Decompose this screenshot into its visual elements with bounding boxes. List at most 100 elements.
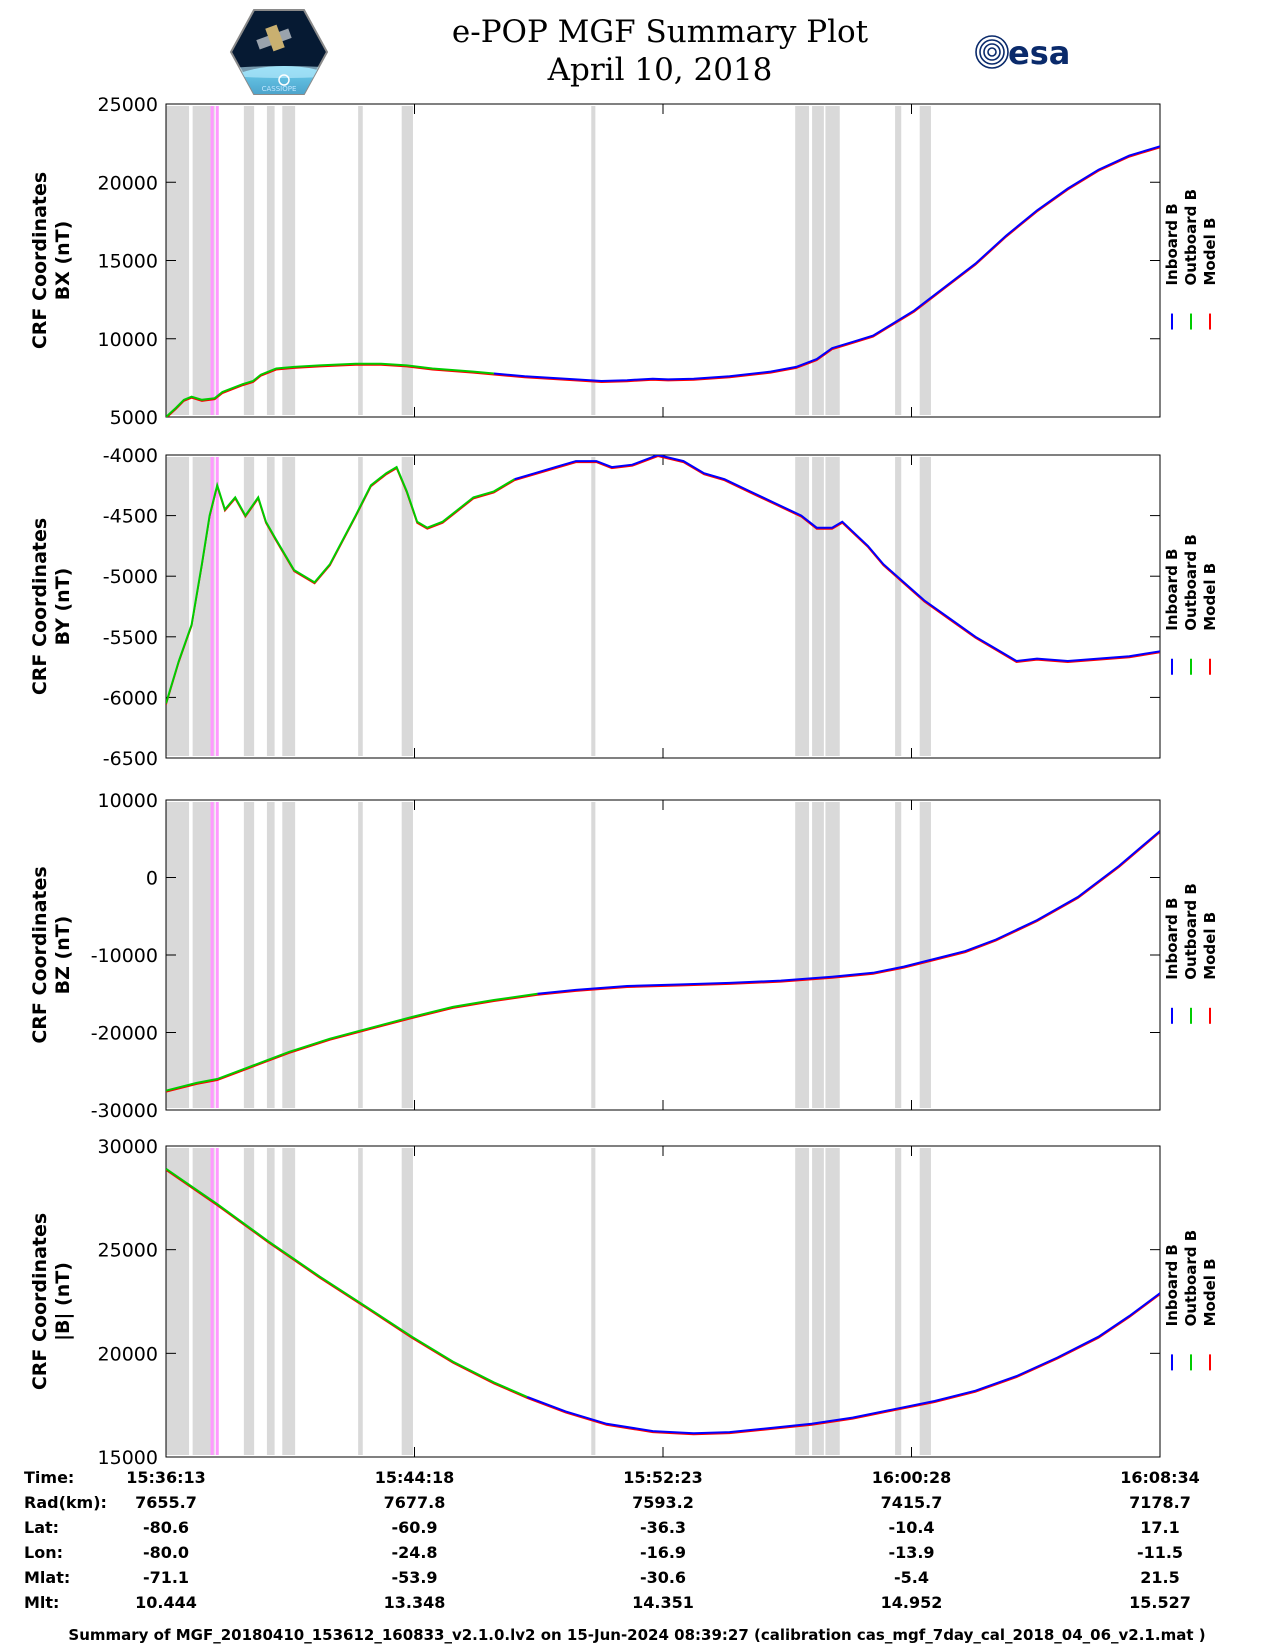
esa-logo: esa — [975, 34, 1070, 72]
shade-interval — [812, 106, 824, 415]
shade-interval — [358, 106, 363, 415]
series-inboard-b — [514, 455, 1160, 663]
shade-interval — [266, 457, 275, 756]
series-group — [166, 830, 1160, 1093]
highlight-interval — [210, 457, 214, 756]
shade-interval — [919, 106, 931, 415]
ephemeris-value: -13.9 — [888, 1543, 934, 1562]
y-tick-label: 20000 — [98, 1343, 158, 1365]
ephemeris-value: -16.9 — [640, 1543, 686, 1562]
panel-frame — [165, 799, 1161, 1111]
ephemeris-value: -71.1 — [143, 1568, 189, 1587]
legend-label: Model B — [1201, 218, 1219, 286]
legend-label: Outboard B — [1182, 534, 1200, 631]
y-tick-label: -10000 — [91, 945, 158, 967]
panel-frame — [165, 1145, 1161, 1458]
shade-interval — [401, 106, 413, 415]
legend-label: Outboard B — [1182, 883, 1200, 980]
cassiope-logo: CASSIOPE — [229, 9, 329, 95]
shade-interval — [282, 1148, 296, 1455]
shade-interval — [266, 106, 275, 415]
y-tick-label: 10000 — [98, 329, 158, 351]
shade-interval — [266, 802, 275, 1108]
y-axis-label-line2: BZ (nT) — [52, 916, 74, 995]
y-tick-label: -6000 — [103, 687, 158, 709]
y-axis-label-line1: CRF Coordinates — [29, 866, 51, 1043]
shade-interval — [401, 802, 413, 1108]
y-tick-label: 10000 — [98, 790, 158, 812]
y-tick-label: 30000 — [98, 1136, 158, 1158]
ephemeris-value: -5.4 — [894, 1568, 929, 1587]
ephemeris-value: 14.351 — [632, 1593, 694, 1612]
ephemeris-row-label: Mlat: — [24, 1568, 70, 1587]
ephemeris-row-label: Rad(km): — [24, 1493, 107, 1512]
legend-label: Outboard B — [1182, 189, 1200, 286]
shade-interval — [243, 802, 255, 1108]
y-axis-label-line1: CRF Coordinates — [29, 172, 51, 349]
shade-interval — [282, 457, 296, 756]
ephemeris-value: 15.527 — [1129, 1593, 1191, 1612]
shade-interval — [591, 106, 596, 415]
ephemeris-value: 10.444 — [135, 1593, 197, 1612]
y-axis-label-line1: CRF Coordinates — [29, 518, 51, 695]
shade-interval — [243, 457, 255, 756]
ephemeris-value: -80.0 — [143, 1543, 189, 1562]
y-tick-label: 0 — [146, 868, 158, 890]
shade-interval — [895, 802, 902, 1108]
y-axis-label-line2: BY (nT) — [52, 568, 74, 646]
svg-text:esa: esa — [1008, 34, 1070, 72]
shade-interval — [919, 1148, 931, 1455]
ephemeris-value: -36.3 — [640, 1518, 686, 1537]
shade-interval — [795, 457, 810, 756]
panel-frame — [165, 103, 1161, 418]
shade-interval — [192, 457, 215, 756]
ephemeris-value: -53.9 — [391, 1568, 437, 1587]
shade-interval — [243, 106, 255, 415]
y-tick-label: -5000 — [103, 566, 158, 588]
y-tick-label: -4500 — [103, 506, 158, 528]
ephemeris-value: 7178.7 — [1129, 1493, 1191, 1512]
series-outboard-b — [166, 992, 538, 1092]
ephemeris-value: 16:08:34 — [1120, 1468, 1200, 1487]
y-tick-label: 20000 — [98, 172, 158, 194]
ephemeris-value: -80.6 — [143, 1518, 189, 1537]
ephemeris-value: 21.5 — [1140, 1568, 1179, 1587]
series-model-b — [166, 831, 1160, 1093]
shade-interval — [825, 802, 840, 1108]
highlight-interval — [215, 802, 219, 1108]
panel-bmag: 15000 20000 25000 30000 CRF Coordinates |B| (… — [29, 1136, 1219, 1469]
y-tick-label: -4000 — [103, 445, 158, 467]
ephemeris-value: -24.8 — [391, 1543, 437, 1562]
shade-interval — [358, 1148, 363, 1455]
highlight-interval — [210, 802, 214, 1108]
shade-interval — [192, 802, 215, 1108]
shade-interval — [795, 1148, 810, 1455]
ephemeris-value: 15:44:18 — [375, 1468, 455, 1487]
shade-interval — [895, 457, 902, 756]
ephemeris-row-label: Time: — [24, 1468, 74, 1487]
legend-label: Model B — [1201, 1258, 1219, 1326]
ephemeris-value: -10.4 — [888, 1518, 934, 1537]
ephemeris-value: 14.952 — [881, 1593, 943, 1612]
shade-interval — [166, 106, 190, 415]
shade-interval — [166, 802, 190, 1108]
y-tick-label: 25000 — [98, 94, 158, 116]
ephemeris-value: 7655.7 — [135, 1493, 197, 1512]
legend-label: Model B — [1201, 912, 1219, 980]
ephemeris-value: 17.1 — [1140, 1518, 1179, 1537]
ephemeris-value: 15:52:23 — [623, 1468, 703, 1487]
shade-interval — [591, 802, 596, 1108]
ephemeris-value: 13.348 — [384, 1593, 446, 1612]
y-tick-label: 25000 — [98, 1240, 158, 1262]
highlight-interval — [215, 106, 219, 415]
shade-interval — [795, 106, 810, 415]
legend-label: Inboard B — [1163, 549, 1181, 631]
series-inboard-b — [537, 830, 1160, 995]
shade-interval — [812, 802, 824, 1108]
shade-interval — [282, 106, 296, 415]
shade-interval — [166, 457, 190, 756]
series-inboard-b — [526, 1292, 1160, 1435]
y-axis-label-line1: CRF Coordinates — [29, 1213, 51, 1390]
ephemeris-row-label: Lat: — [24, 1518, 59, 1537]
